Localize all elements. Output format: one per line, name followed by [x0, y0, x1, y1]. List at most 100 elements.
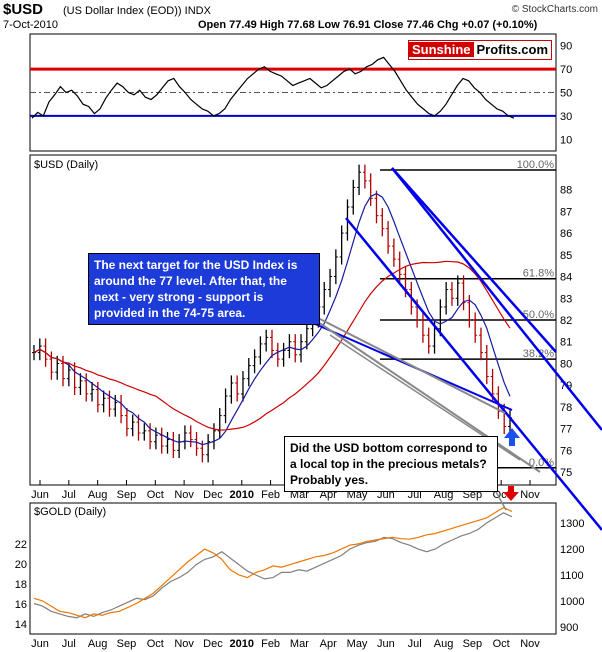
gold-x-tick-label: Oct: [493, 638, 510, 650]
price-bar: [293, 334, 298, 363]
price-bar: [473, 312, 478, 343]
price-x-tick-label: Nov: [520, 489, 540, 501]
price-bar: [438, 299, 443, 337]
price-bar: [281, 342, 286, 367]
rsi-tick-label: 90: [560, 41, 572, 53]
price-bar: [287, 334, 292, 359]
price-x-tick-label: 2010: [230, 489, 254, 501]
price-tick-label: 81: [560, 337, 572, 349]
price-bar: [165, 431, 170, 454]
sunshine-profits-logo: Sunshine Profits.com: [408, 40, 552, 60]
gold-left-tick-label: 14: [15, 619, 27, 631]
price-bar: [357, 164, 362, 196]
price-bar: [148, 423, 153, 450]
price-bar: [194, 431, 199, 456]
price-bar: [229, 375, 234, 404]
price-bar: [455, 275, 460, 306]
price-bar: [101, 390, 106, 413]
gold-x-tick-label: Nov: [174, 638, 194, 650]
gold-left-tick-label: 22: [15, 539, 27, 551]
rsi-layer: 90 70 50 30 10: [30, 41, 572, 146]
gold-series-line: [33, 506, 513, 619]
gold-left-tick-label: 16: [15, 599, 27, 611]
price-bar: [275, 342, 280, 367]
rsi-tick-label: 50: [560, 88, 572, 100]
gold-x-tick-label: Mar: [290, 638, 309, 650]
price-panel-title: $USD (Daily): [34, 159, 98, 171]
rsi-line: [31, 56, 515, 119]
price-bar: [217, 408, 222, 439]
ohlc-summary: Open 77.49 High 77.68 Low 76.91 Close 77…: [198, 19, 538, 31]
price-tick-label: 88: [560, 185, 572, 197]
gold-x-tick-label: May: [347, 638, 368, 650]
callout-pointer-1: [317, 317, 506, 414]
callout-pointer-4: [494, 489, 507, 511]
price-tick-label: 82: [560, 315, 572, 327]
gold-x-tick-label: Oct: [147, 638, 164, 650]
price-bar: [49, 351, 54, 380]
ticker-symbol: $USD: [3, 1, 44, 18]
ma50-line: [33, 192, 511, 446]
price-bar: [397, 251, 402, 282]
price-bar: [84, 373, 89, 402]
down-arrow-icon: [503, 486, 519, 501]
gold-panel-title: $GOLD (Daily): [34, 506, 106, 518]
price-tick-label: 78: [560, 402, 572, 414]
price-bar: [211, 423, 216, 450]
price-bar: [182, 425, 187, 450]
price-bar: [339, 225, 344, 265]
price-bar: [66, 362, 71, 387]
gold-x-tick-label: Sep: [463, 638, 483, 650]
price-tick-label: 80: [560, 358, 572, 370]
gold-x-tick-label: Jul: [408, 638, 422, 650]
rsi-tick-label: 30: [560, 111, 572, 123]
rsi-tick-label: 10: [560, 134, 572, 146]
price-bar: [362, 164, 367, 189]
price-x-tick-label: Dec: [203, 489, 223, 501]
gold-tick-label: 1000: [560, 596, 584, 608]
trend-channel-line: [391, 167, 557, 353]
fib-label: 100.0%: [517, 159, 555, 171]
stockcharts-credit: © StockCharts.com: [511, 4, 598, 15]
price-bar: [78, 373, 83, 395]
price-bar: [391, 238, 396, 267]
price-bar: [449, 281, 454, 306]
price-bar: [299, 334, 304, 363]
gold-x-tick-label: Apr: [320, 638, 337, 650]
price-bar: [188, 425, 193, 448]
price-x-tick-label: Nov: [174, 489, 194, 501]
price-bar: [61, 355, 66, 387]
gold-x-tick-label: Jun: [31, 638, 49, 650]
price-x-tick-label: Oct: [147, 489, 164, 501]
price-bar: [153, 427, 158, 450]
gold-x-tick-label: Sep: [117, 638, 137, 650]
price-bar: [386, 221, 391, 254]
price-bar: [264, 329, 269, 352]
price-tick-label: 85: [560, 250, 572, 262]
fib-label: 61.8%: [523, 268, 554, 280]
gold-panel-frame: [29, 502, 557, 635]
gold-x-tick-label: Jul: [62, 638, 76, 650]
rsi-tick-label: 70: [560, 64, 572, 76]
price-bar: [159, 427, 164, 454]
price-x-tick-label: Sep: [117, 489, 137, 501]
price-x-tick-label: Jul: [408, 489, 422, 501]
price-bar: [328, 268, 333, 298]
fib-label: 38.2%: [523, 348, 554, 360]
price-bar: [420, 312, 425, 343]
price-x-tick-label: Jun: [31, 489, 49, 501]
price-tick-label: 75: [560, 467, 572, 479]
price-bar: [270, 329, 274, 359]
gold-left-tick-label: 18: [15, 579, 27, 591]
trend-channel-line: [345, 217, 602, 531]
gold-tick-label: 1200: [560, 544, 584, 556]
gold-layer: 1300 1200 1100 1000 900 22 20 18 16 14 Jun Jul Aug Se…: [15, 506, 584, 650]
gold-series-line: [33, 512, 513, 619]
price-tick-label: 84: [560, 272, 572, 284]
price-bar: [304, 321, 309, 350]
usd-target-callout: The next target for the USD Index is aro…: [88, 253, 320, 325]
trend-channel-line: [391, 167, 602, 431]
price-bar: [177, 434, 182, 459]
price-x-tick-label: Jul: [62, 489, 76, 501]
